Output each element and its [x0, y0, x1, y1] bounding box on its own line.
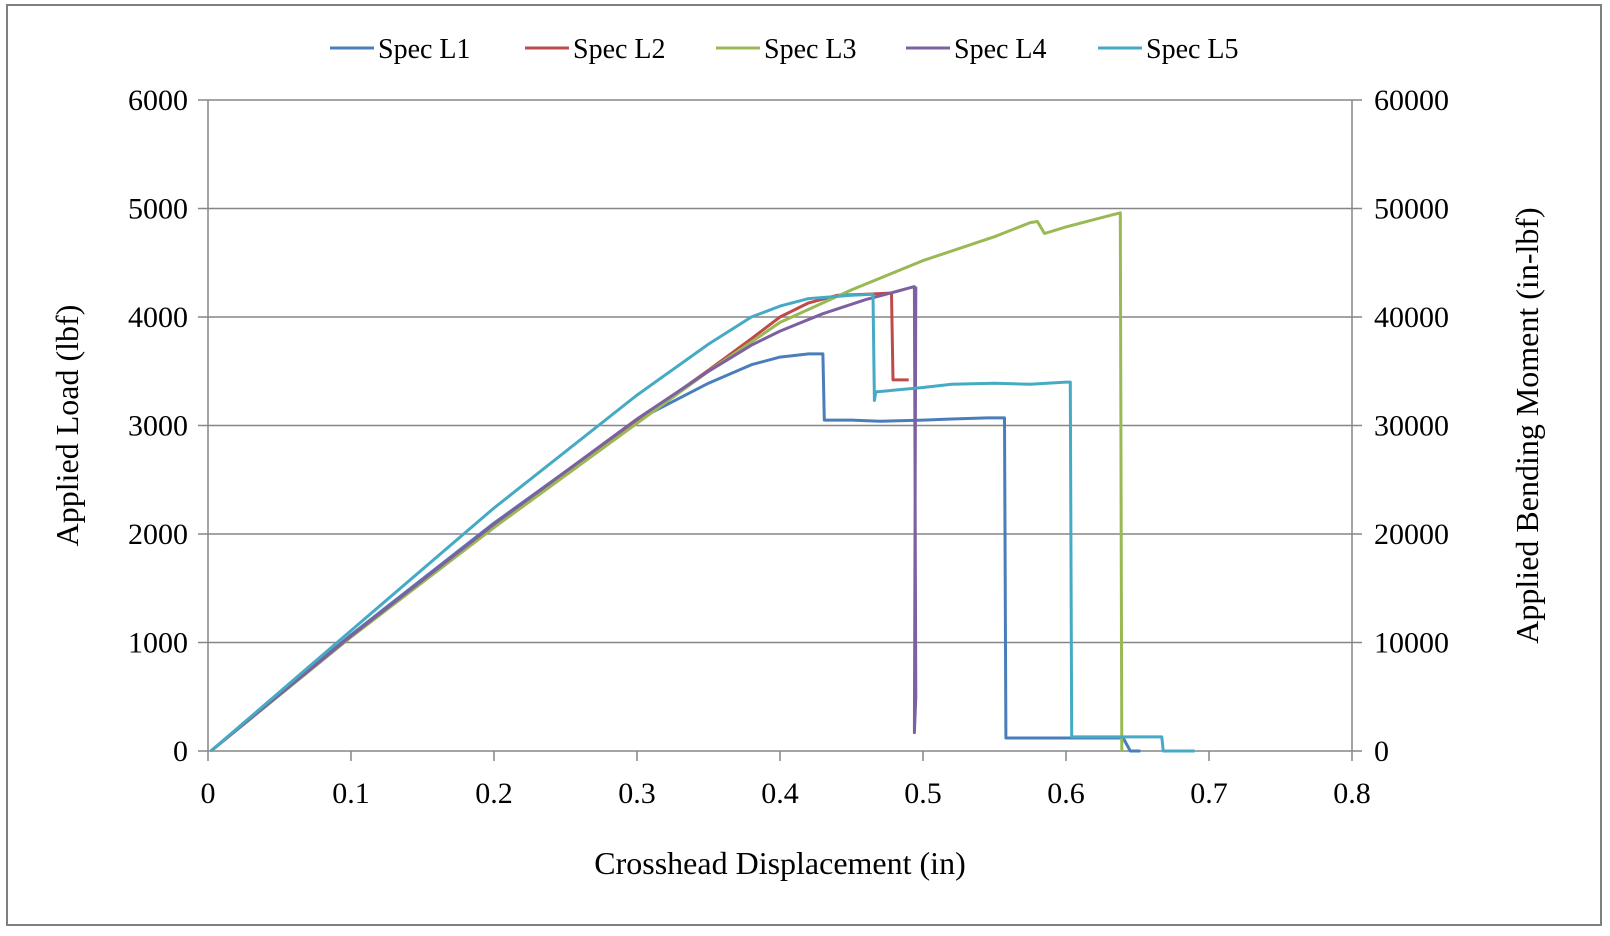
legend-label: Spec L4 [954, 34, 1047, 65]
y2-tick-label: 0 [1374, 735, 1389, 768]
x-tick-label: 0.1 [332, 777, 370, 810]
series-line-2 [209, 291, 909, 753]
y2-tick-label: 60000 [1374, 84, 1449, 117]
series-line-3 [209, 211, 1124, 753]
y2-axis-title: Applied Bending Moment (in-lbf) [1509, 207, 1545, 643]
y2-tick-label: 20000 [1374, 518, 1449, 551]
x-tick-label: 0.3 [618, 777, 656, 810]
series-line-1 [209, 352, 1141, 753]
x-tick-label: 0.8 [1333, 777, 1371, 810]
x-tick-label: 0.6 [1047, 777, 1085, 810]
y-tick-label: 6000 [128, 84, 188, 117]
chart-container: 0 0 1000 10000 2000 20000 3000 30000 4000 40000 50… [6, 4, 1602, 926]
legend: Spec L1 Spec L2 Spec L3 Spec L4 Spec L5 [330, 34, 1239, 65]
x-tick-label: 0.7 [1190, 777, 1228, 810]
y-tick-label: 4000 [128, 301, 188, 334]
x-tick-label: 0.5 [904, 777, 942, 810]
y-tick-label: 2000 [128, 518, 188, 551]
y-tick-label: 3000 [128, 410, 188, 443]
x-axis-title: Crosshead Displacement (in) [594, 845, 965, 881]
legend-label: Spec L2 [573, 34, 666, 65]
y2-tick-label: 30000 [1374, 410, 1449, 443]
y-tick-label: 0 [173, 735, 188, 768]
legend-label: Spec L1 [378, 34, 471, 65]
legend-label: Spec L5 [1146, 34, 1239, 65]
axes [198, 99, 1362, 761]
series-lines [209, 211, 1195, 753]
series-line-5 [209, 292, 1195, 753]
y2-tick-label: 40000 [1374, 301, 1449, 334]
legend-label: Spec L3 [764, 34, 857, 65]
y-tick-label: 1000 [128, 627, 188, 660]
x-tick-label: 0.4 [761, 777, 799, 810]
x-tick-label: 0 [201, 777, 216, 810]
series-line-4 [209, 285, 918, 753]
y2-tick-label: 10000 [1374, 627, 1449, 660]
y-tick-label: 5000 [128, 193, 188, 226]
x-tick-label: 0.2 [475, 777, 513, 810]
y2-tick-label: 50000 [1374, 193, 1449, 226]
gridlines [208, 99, 1352, 644]
y-axis-title: Applied Load (lbf) [49, 305, 85, 547]
